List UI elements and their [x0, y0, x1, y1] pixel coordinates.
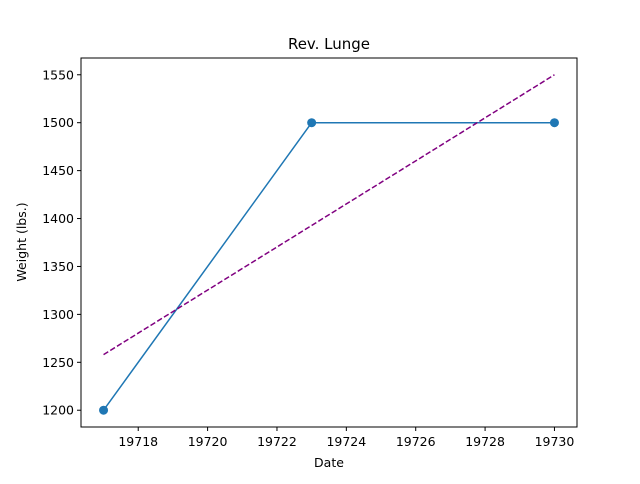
x-tick-label: 19720 [188, 434, 228, 449]
data-point [549, 118, 559, 128]
x-tick-label: 19730 [535, 434, 575, 449]
y-tick-label: 1350 [42, 259, 74, 274]
plot-frame [80, 57, 578, 428]
x-axis-ticks: 19718 19720 19722 19724 19726 19728 19730 [118, 427, 574, 449]
x-axis-label: Date [314, 455, 344, 470]
x-tick-label: 19724 [326, 434, 366, 449]
plot-background [81, 58, 577, 427]
trend-line [103, 74, 555, 356]
y-tick-label: 1400 [42, 211, 74, 226]
y-tick-label: 1500 [42, 115, 74, 130]
data-point [307, 118, 317, 128]
y-tick-label: 1300 [42, 307, 74, 322]
y-axis-label: Weight (lbs.) [14, 202, 29, 281]
x-tick-label: 19718 [118, 434, 158, 449]
data-point [99, 405, 109, 415]
y-tick-label: 1200 [42, 403, 74, 418]
data-layer [99, 74, 559, 415]
x-tick-label: 19722 [257, 434, 297, 449]
y-tick-label: 1450 [42, 163, 74, 178]
x-tick-label: 19726 [396, 434, 436, 449]
y-tick-label: 1550 [42, 67, 74, 82]
x-tick-label: 19728 [465, 434, 505, 449]
y-axis-ticks: 1200 1250 1300 1350 1400 1450 1500 1550 [42, 67, 81, 418]
chart-title: Rev. Lunge [288, 35, 370, 53]
y-tick-label: 1250 [42, 355, 74, 370]
